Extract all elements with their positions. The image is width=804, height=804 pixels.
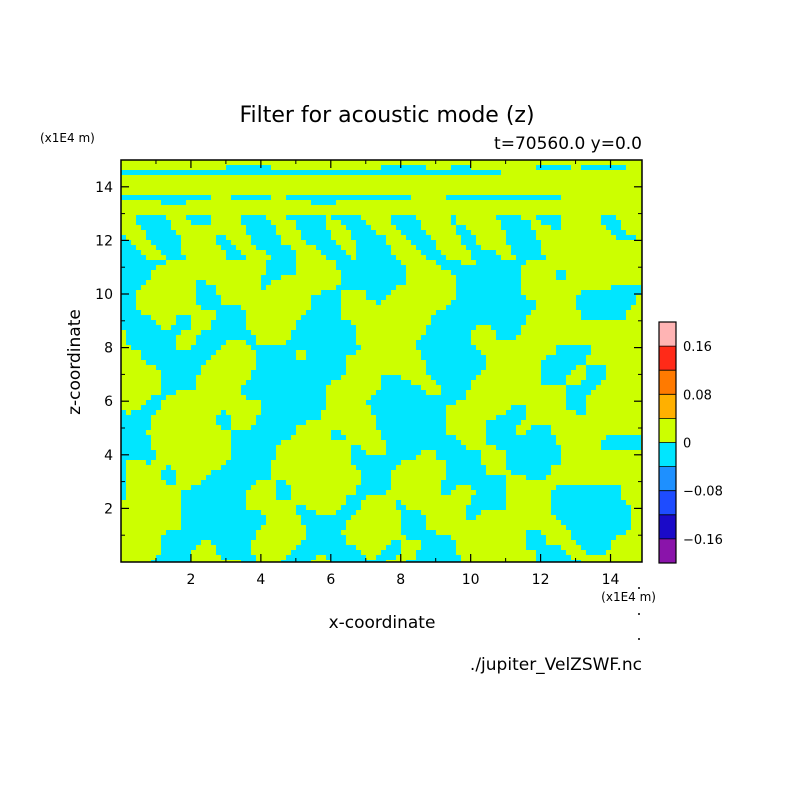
x-axis-label: x-coordinate [329,613,436,633]
x-tick-label: 6 [326,572,335,588]
colorbar-tick-label: −0.08 [683,485,723,500]
plot-frame [120,159,643,563]
colorbar-segment [659,346,676,371]
y-tick-label: 4 [104,448,113,464]
source-file-label: ./jupiter_VelZSWF.nc [470,655,642,675]
colorbar-segment [659,466,676,491]
colorbar-tick-label: −0.16 [683,533,723,548]
y-tick-label: 14 [95,180,113,196]
y-axis-ticks: 2 4 6 8 10 12 14 [95,180,642,536]
colorbar-segment [659,418,676,443]
x-tick-label: 4 [256,572,265,588]
colorbar-segment [659,514,676,539]
colorbar-segment [659,442,676,467]
x-tick-label: 14 [602,572,620,588]
y-tick-label: 10 [95,287,113,303]
y-axis-unit: (x1E4 m) [40,131,95,145]
colorbar-segment [659,538,676,563]
colorbar-tick-label: 0.16 [683,340,712,355]
y-axis-label: z-coordinate [65,309,85,415]
negative-regions [121,165,641,562]
chart-title: Filter for acoustic mode (z) [239,103,534,128]
colorbar-segment [659,370,676,395]
x-tick-label: 2 [186,572,195,588]
y-tick-label: 2 [104,501,113,517]
chart-subtitle: t=70560.0 y=0.0 [494,134,642,154]
colorbar-segment [659,322,676,347]
x-tick-label: 10 [462,572,480,588]
x-axis-ticks: 2 4 6 8 10 12 14 [155,160,620,588]
x-tick-label: 8 [396,572,405,588]
colorbar-tick-label: 0 [683,437,691,452]
x-axis-unit: (x1E4 m) [601,590,656,604]
colorbar: −0.16 −0.08 0 0.08 0.16 [658,321,723,564]
y-tick-label: 6 [104,394,113,410]
colorbar-segment [659,394,676,419]
colorbar-segment [659,490,676,515]
x-tick-label: 12 [532,572,550,588]
heatmap-field [121,160,642,562]
decorative-dots [638,587,640,640]
colorbar-tick-label: 0.08 [683,388,712,403]
y-tick-label: 8 [104,341,113,357]
y-tick-label: 12 [95,233,113,249]
